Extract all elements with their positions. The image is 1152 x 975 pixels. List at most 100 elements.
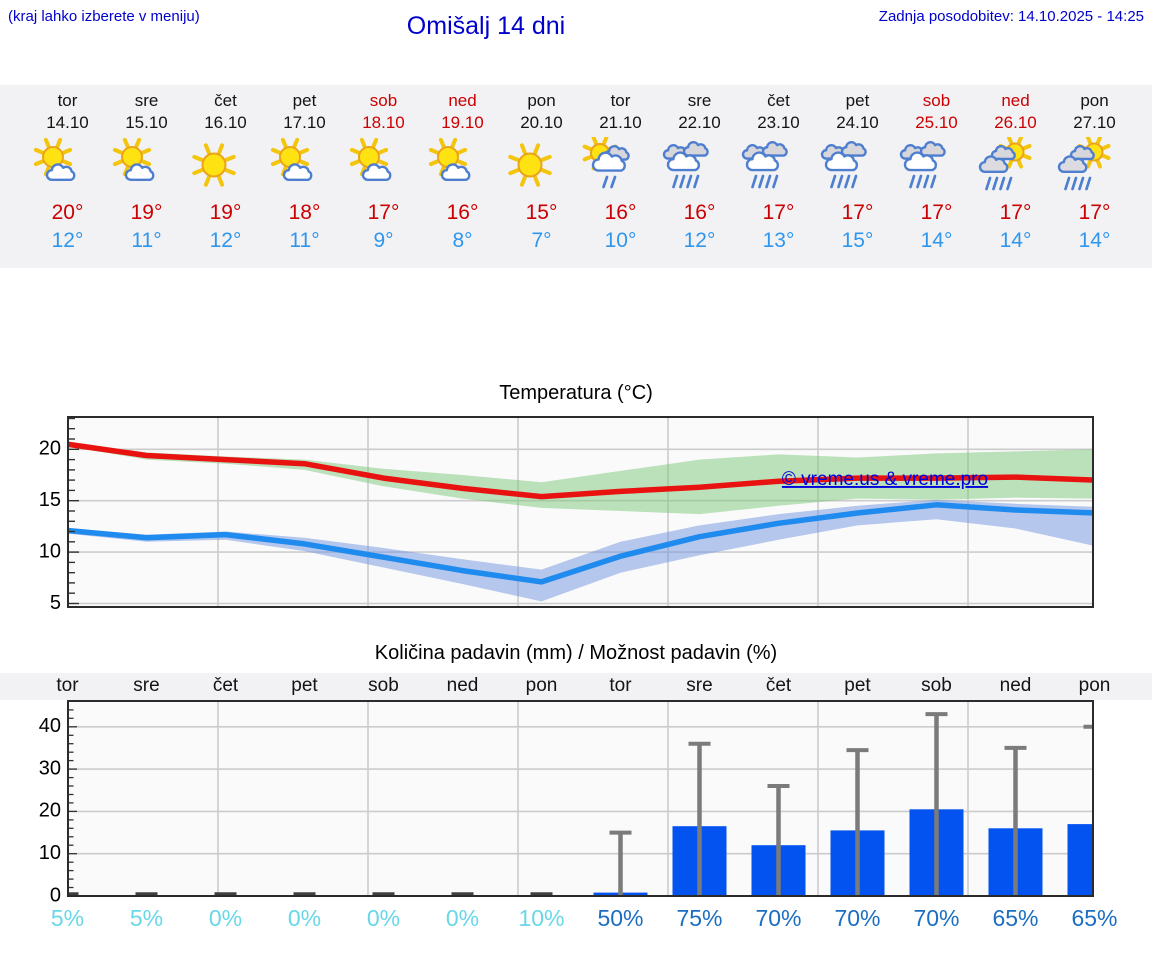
watermark-link[interactable]: © vreme.us & vreme.pro bbox=[782, 469, 988, 490]
temperature-series bbox=[69, 441, 1092, 602]
precip-bar bbox=[1067, 824, 1092, 895]
high-temp: 15° bbox=[525, 201, 558, 224]
day-name: čet bbox=[214, 91, 237, 110]
sun-small-cloud-icon-svg bbox=[33, 137, 76, 182]
forecast-day[interactable]: tor 14.10 20° 12° bbox=[28, 85, 107, 268]
forecast-day[interactable]: sre 15.10 19° 11° bbox=[107, 85, 186, 268]
precip-probability: 70% bbox=[913, 905, 960, 931]
temperature-chart-svg: 5 10 15 20 © vreme.us & vreme.pro bbox=[39, 416, 1094, 614]
day-date: 22.10 bbox=[678, 113, 721, 132]
forecast-day[interactable]: pet 17.10 18° 11° bbox=[265, 85, 344, 268]
cloud-rain-icon-svg bbox=[820, 141, 867, 189]
cloud-rain-icon bbox=[739, 137, 818, 195]
temperature-chart: 5 10 15 20 © vreme.us & vreme.pro bbox=[0, 415, 1152, 615]
low-temp: 14° bbox=[1078, 229, 1111, 252]
forecast-day[interactable]: čet 23.10 17° 13° bbox=[739, 85, 818, 268]
temp-y-tick-label: 5 bbox=[50, 592, 61, 614]
low-temp: 14° bbox=[999, 229, 1032, 252]
forecast-day[interactable]: sob 25.10 17° 14° bbox=[897, 85, 976, 268]
precip-probability: 10% bbox=[518, 905, 565, 931]
sun-small-cloud-icon bbox=[423, 137, 502, 195]
precip-probability: 70% bbox=[834, 905, 881, 931]
low-temp: 8° bbox=[452, 229, 473, 252]
sun-small-cloud-icon bbox=[265, 137, 344, 195]
precip-probability: 0% bbox=[208, 905, 243, 931]
day-name: čet bbox=[767, 91, 790, 110]
day-name: pet bbox=[845, 91, 870, 110]
day-name: pet bbox=[292, 91, 317, 110]
precip-probability: 75% bbox=[676, 905, 723, 931]
sun-small-cloud-icon bbox=[107, 137, 186, 195]
day-name: sre bbox=[687, 91, 712, 110]
day-name: tor bbox=[610, 91, 631, 110]
high-temp: 19° bbox=[209, 201, 242, 224]
precip-probability: 50% bbox=[597, 905, 644, 931]
precip-probability: 0% bbox=[445, 905, 480, 931]
sun-cloud-rain-icon bbox=[581, 137, 660, 195]
last-update-timestamp: Zadnja posodobitev: 14.10.2025 - 14:25 bbox=[878, 8, 1144, 25]
sun-small-cloud-icon-svg bbox=[349, 137, 392, 182]
low-temp: 12° bbox=[683, 229, 716, 252]
forecast-day[interactable]: pon 27.10 17° 14° bbox=[1055, 85, 1134, 268]
sun-icon bbox=[502, 137, 581, 195]
forecast-day[interactable]: ned 19.10 16° 8° bbox=[423, 85, 502, 268]
precip-y-tick-label: 0 bbox=[50, 884, 61, 905]
low-temp: 11° bbox=[289, 229, 320, 252]
forecast-strip-columns: tor 14.10 20° 12° sre 15.10 19° 11° čet 16.10 19° 1… bbox=[28, 85, 1134, 268]
forecast-strip-background bbox=[0, 85, 1152, 268]
rain-sun-icon bbox=[976, 137, 1055, 195]
precip-day-label: pet bbox=[291, 675, 318, 696]
forecast-day[interactable]: tor 21.10 16° 10° bbox=[581, 85, 660, 268]
high-temp: 17° bbox=[1078, 201, 1111, 224]
min-temperature-line bbox=[69, 502, 1092, 585]
precip-probability: 0% bbox=[366, 905, 401, 931]
temp-y-tick-label: 15 bbox=[39, 489, 61, 511]
forecast-day[interactable]: ned 26.10 17° 14° bbox=[976, 85, 1055, 268]
forecast-day[interactable]: pon 20.10 15° 7° bbox=[502, 85, 581, 268]
forecast-day[interactable]: sre 22.10 16° 12° bbox=[660, 85, 739, 268]
high-temp: 17° bbox=[762, 201, 795, 224]
forecast-day[interactable]: čet 16.10 19° 12° bbox=[186, 85, 265, 268]
precip-day-label: sre bbox=[133, 675, 160, 696]
day-name: tor bbox=[57, 91, 78, 110]
day-date: 20.10 bbox=[520, 113, 563, 132]
high-temp: 16° bbox=[683, 201, 716, 224]
precip-y-tick-label: 40 bbox=[39, 715, 61, 737]
precip-y-tick-label: 20 bbox=[39, 800, 61, 822]
day-date: 16.10 bbox=[204, 113, 247, 132]
precipitation-chart: 0 10 20 30 40 bbox=[0, 693, 1152, 905]
max-temperature-band bbox=[69, 442, 1092, 515]
cloud-rain-icon-svg bbox=[899, 141, 946, 189]
day-date: 18.10 bbox=[362, 113, 405, 132]
day-name: pon bbox=[527, 91, 556, 110]
precip-y-tick-label: 10 bbox=[39, 842, 61, 864]
high-temp: 17° bbox=[920, 201, 953, 224]
day-name: sob bbox=[922, 91, 951, 110]
precip-day-label: sob bbox=[368, 675, 399, 696]
forecast-day[interactable]: pet 24.10 17° 15° bbox=[818, 85, 897, 268]
forecast-day[interactable]: sob 18.10 17° 9° bbox=[344, 85, 423, 268]
day-date: 24.10 bbox=[836, 113, 879, 132]
precip-day-labels: tor sre čet pet sob ned pon tor sre čet pet sob ned p… bbox=[28, 673, 1134, 700]
low-temp: 14° bbox=[920, 229, 953, 252]
day-name: ned bbox=[448, 91, 477, 110]
high-temp: 16° bbox=[446, 201, 479, 224]
sun-cloud-rain-icon-svg bbox=[582, 137, 630, 189]
precip-day-label: tor bbox=[56, 675, 79, 696]
low-temp: 12° bbox=[51, 229, 84, 252]
precip-day-label: pon bbox=[525, 675, 558, 696]
sun-small-cloud-icon bbox=[344, 137, 423, 195]
sun-small-cloud-icon-svg bbox=[428, 137, 471, 182]
high-temp: 17° bbox=[999, 201, 1032, 224]
precipitation-chart-title: Količina padavin (mm) / Možnost padavin … bbox=[374, 642, 778, 664]
min-temperature-band bbox=[69, 499, 1092, 602]
sun-small-cloud-icon-svg bbox=[112, 137, 155, 182]
day-date: 19.10 bbox=[441, 113, 484, 132]
day-name: sre bbox=[134, 91, 159, 110]
low-temp: 10° bbox=[604, 229, 637, 252]
precip-day-label: sre bbox=[686, 675, 713, 696]
high-temp: 17° bbox=[367, 201, 400, 224]
day-date: 17.10 bbox=[283, 113, 326, 132]
precip-probability: 65% bbox=[992, 905, 1039, 931]
day-date: 23.10 bbox=[757, 113, 800, 132]
